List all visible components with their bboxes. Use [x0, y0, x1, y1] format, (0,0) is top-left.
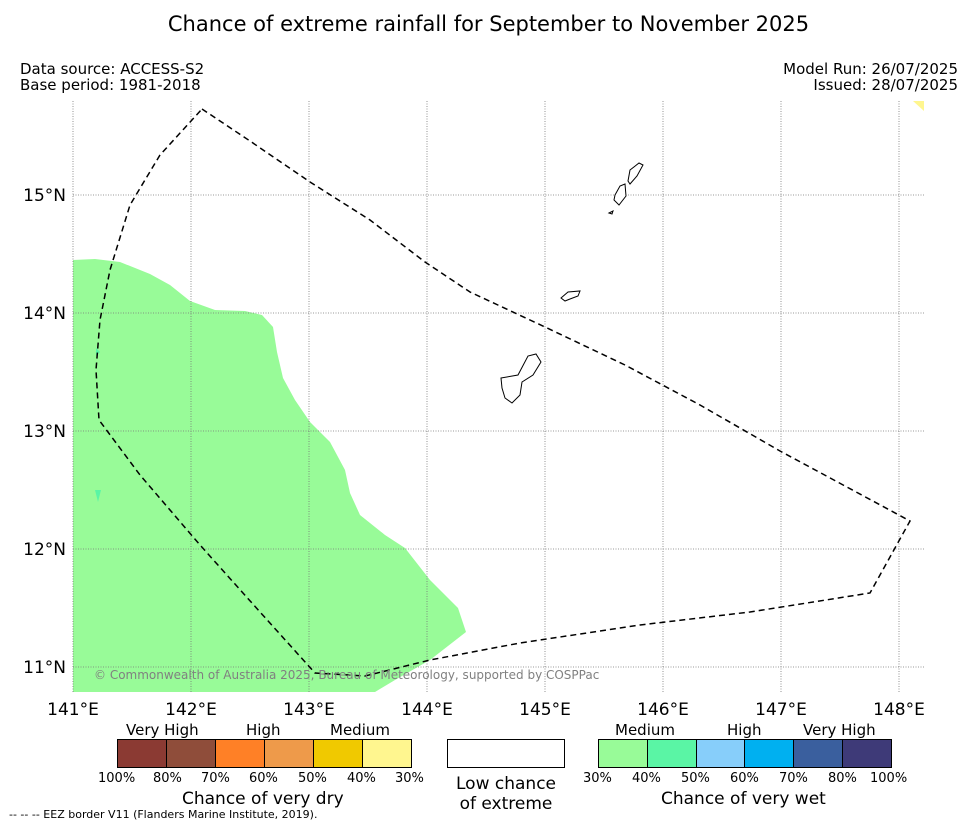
data-info: Data source: ACCESS-S2 Base period: 1981… — [20, 61, 204, 93]
low-chance-swatch — [447, 739, 565, 768]
dry-legend-title: Chance of very dry — [182, 789, 344, 809]
lon-tick: 145°E — [519, 700, 571, 720]
wet-level-very-high: Very High — [803, 721, 876, 739]
copyright-note: © Commonwealth of Australia 2025, Bureau… — [94, 668, 599, 682]
wet-pct: 70% — [779, 771, 808, 786]
eez-border — [95, 108, 912, 677]
dry-pct: 40% — [347, 771, 376, 786]
gridlines — [72, 101, 924, 692]
lon-tick: 148°E — [873, 700, 925, 720]
low-chance-line2: of extreme — [459, 794, 553, 814]
lon-tick: 147°E — [755, 700, 807, 720]
island-aguijan — [607, 210, 614, 215]
lat-tick-labels: 15°N 14°N 13°N 12°N 11°N — [23, 186, 66, 678]
dry-colorbar — [117, 739, 412, 768]
dry-pct: 80% — [153, 771, 182, 786]
wet-pct: 100% — [870, 771, 908, 786]
wet-pct: 50% — [681, 771, 710, 786]
dry-swatch — [167, 740, 216, 767]
wet-swatch — [745, 740, 795, 767]
wet-legend-title: Chance of very wet — [661, 789, 826, 809]
lat-tick: 14°N — [23, 304, 66, 324]
wet-colorbar — [598, 739, 892, 768]
wetter-patch — [95, 490, 101, 502]
island-rota — [560, 290, 581, 302]
dry-swatch — [314, 740, 363, 767]
wet-swatch — [696, 740, 746, 767]
lon-tick: 144°E — [401, 700, 453, 720]
lat-tick: 15°N — [23, 186, 66, 206]
lon-tick-labels: 141°E 142°E 143°E 144°E 145°E 146°E 147°… — [47, 700, 925, 720]
islands — [500, 162, 644, 404]
dry-level-high: High — [246, 721, 281, 739]
wet-pct: 40% — [632, 771, 661, 786]
dry-pct: 30% — [395, 771, 424, 786]
dry-level-very-high: Very High — [126, 721, 199, 739]
lon-tick: 146°E — [637, 700, 689, 720]
dry-pct: 70% — [201, 771, 230, 786]
wet-pct: 80% — [828, 771, 857, 786]
lat-tick: 11°N — [23, 658, 66, 678]
dry-corner — [913, 101, 924, 111]
model-run: Model Run: 26/07/2025 — [783, 60, 958, 78]
wet-swatch — [599, 740, 648, 767]
base-period: Base period: 1981-2018 — [20, 76, 201, 94]
dry-swatch — [118, 740, 167, 767]
lat-tick: 12°N — [23, 540, 66, 560]
issued-date: Issued: 28/07/2025 — [813, 76, 958, 94]
lat-tick: 13°N — [23, 422, 66, 442]
dry-pct: 100% — [98, 771, 136, 786]
wet-level-high: High — [727, 721, 762, 739]
eez-footnote: -- -- -- EEZ border V11 (Flanders Marine… — [9, 808, 318, 821]
lon-tick: 142°E — [165, 700, 217, 720]
wet-swatch — [843, 740, 891, 767]
dry-swatch — [216, 740, 265, 767]
island-guam — [500, 353, 542, 404]
dry-swatch — [363, 740, 411, 767]
lon-tick: 143°E — [283, 700, 335, 720]
wet-pct: 30% — [583, 771, 612, 786]
wet-level-medium: Medium — [615, 721, 675, 739]
wet-swatch — [794, 740, 844, 767]
dry-swatch — [265, 740, 314, 767]
low-chance-line1: Low chance — [456, 774, 556, 794]
island-saipan — [627, 162, 644, 185]
island-tinian — [613, 183, 627, 206]
medium-wet-region — [73, 259, 466, 692]
lon-tick: 141°E — [47, 700, 99, 720]
wet-swatch — [647, 740, 697, 767]
data-source: Data source: ACCESS-S2 — [20, 60, 205, 78]
chart-title: Chance of extreme rainfall for September… — [167, 12, 810, 36]
dry-pct: 60% — [249, 771, 278, 786]
wet-pct: 60% — [730, 771, 759, 786]
low-chance-label: Low chance of extreme — [447, 774, 565, 814]
dry-pct: 50% — [298, 771, 327, 786]
run-info: Model Run: 26/07/2025 Issued: 28/07/2025 — [783, 61, 958, 93]
dry-level-medium: Medium — [330, 721, 390, 739]
